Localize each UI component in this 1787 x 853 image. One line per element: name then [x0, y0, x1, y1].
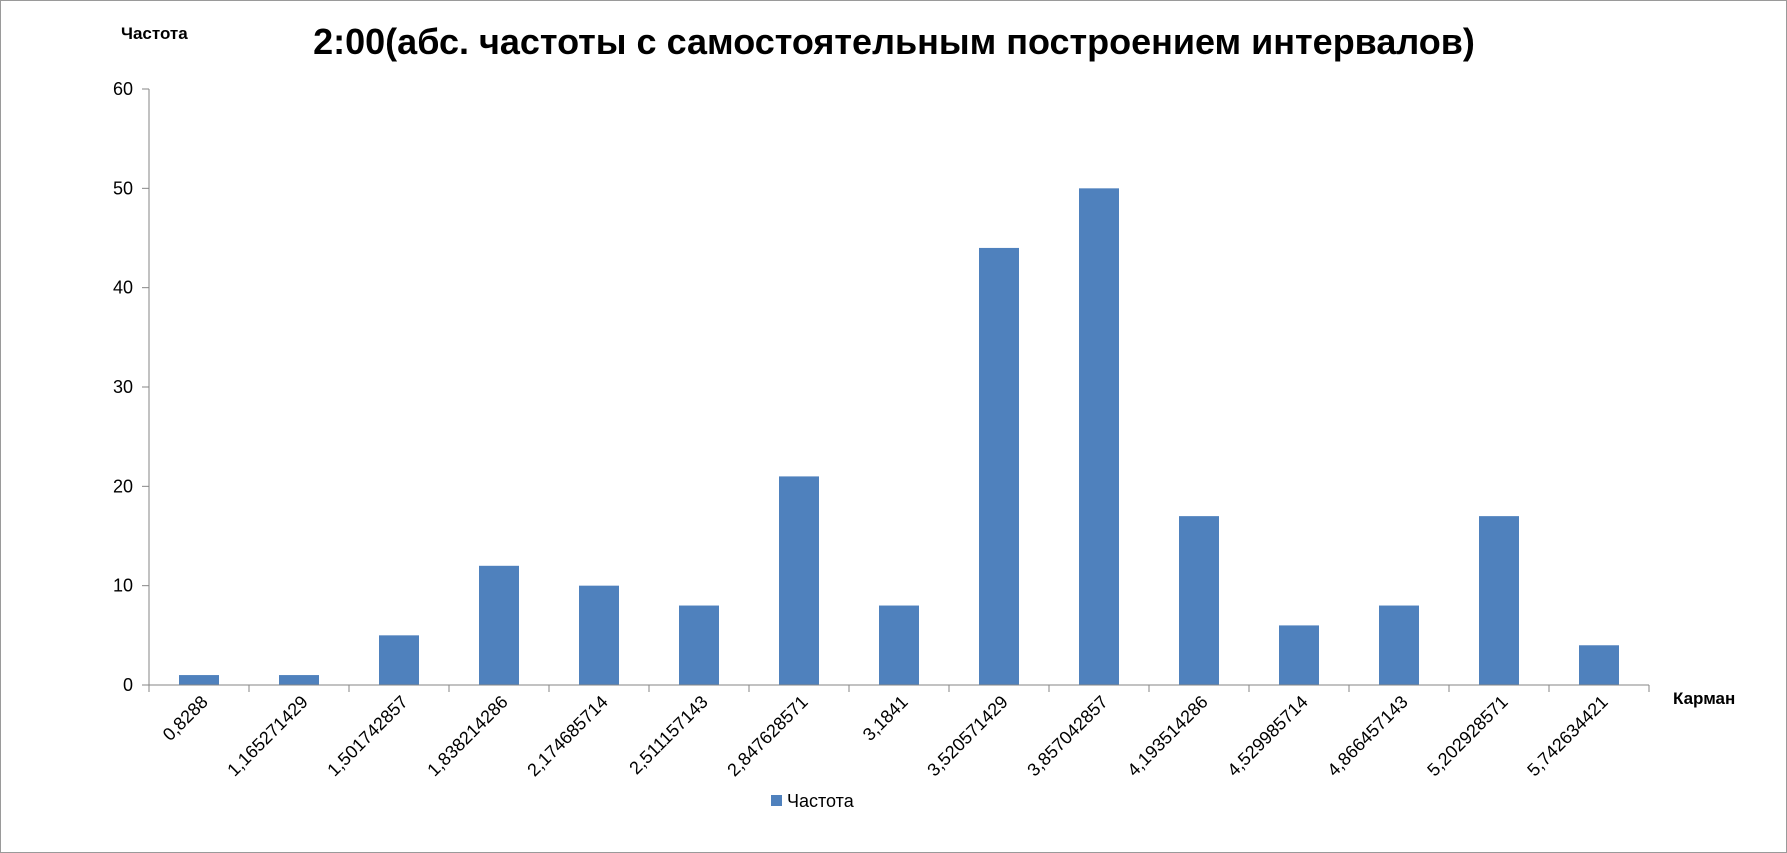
y-tick-label: 30	[113, 377, 133, 397]
chart-title: 2:00(абс. частоты с самостоятельным пост…	[313, 21, 1475, 62]
x-axis: 0,8288 1,165271429 1,501742857 1,838214286 2…	[148, 684, 1650, 780]
bar	[179, 675, 219, 685]
x-tick-label: 3,520571429	[923, 692, 1011, 780]
x-tick-label: 4,866457143	[1323, 692, 1411, 780]
x-tick-label: 2,174685714	[523, 692, 611, 780]
x-tick-label: 2,511157143	[625, 692, 712, 779]
bar	[1079, 188, 1119, 686]
x-tick-label: 4,193514286	[1123, 692, 1211, 780]
y-axis-title: Частота	[121, 24, 188, 43]
x-tick-label: 1,165271429	[223, 692, 311, 780]
bar	[979, 247, 1019, 685]
bar	[779, 476, 819, 685]
bar	[879, 605, 919, 685]
x-tick-label: 5,202928571	[1423, 692, 1511, 780]
y-tick-label: 50	[113, 178, 133, 198]
bar	[679, 605, 719, 685]
bar	[379, 635, 419, 685]
x-tick-label: 3,1841	[859, 692, 912, 745]
legend: Частота	[771, 791, 855, 811]
x-tick-label: 1,838214286	[423, 692, 511, 780]
bars	[179, 188, 1619, 686]
bar	[579, 585, 619, 685]
x-tick-label: 0,8288	[159, 692, 212, 745]
legend-swatch	[771, 795, 782, 806]
bar	[279, 675, 319, 685]
bar	[1579, 645, 1619, 685]
x-tick-label: 3,857042857	[1023, 692, 1111, 780]
y-axis: 0 10 20 30 40 50 60	[113, 79, 150, 695]
bar	[1279, 625, 1319, 685]
y-tick-label: 10	[113, 576, 133, 596]
bar	[1379, 605, 1419, 685]
y-tick-label: 20	[113, 476, 133, 496]
x-axis-title: Карман	[1673, 689, 1735, 708]
x-tick-label: 5,742634421	[1523, 692, 1611, 780]
bar	[1179, 516, 1219, 685]
bar	[479, 565, 519, 685]
y-tick-label: 60	[113, 79, 133, 99]
bar	[1479, 516, 1519, 685]
y-tick-label: 0	[123, 675, 133, 695]
y-tick-label: 40	[113, 278, 133, 298]
x-tick-label: 4,529985714	[1223, 692, 1311, 780]
x-tick-label: 2,847628571	[723, 692, 811, 780]
x-tick-label: 1,501742857	[323, 692, 411, 780]
legend-label: Частота	[787, 791, 855, 811]
